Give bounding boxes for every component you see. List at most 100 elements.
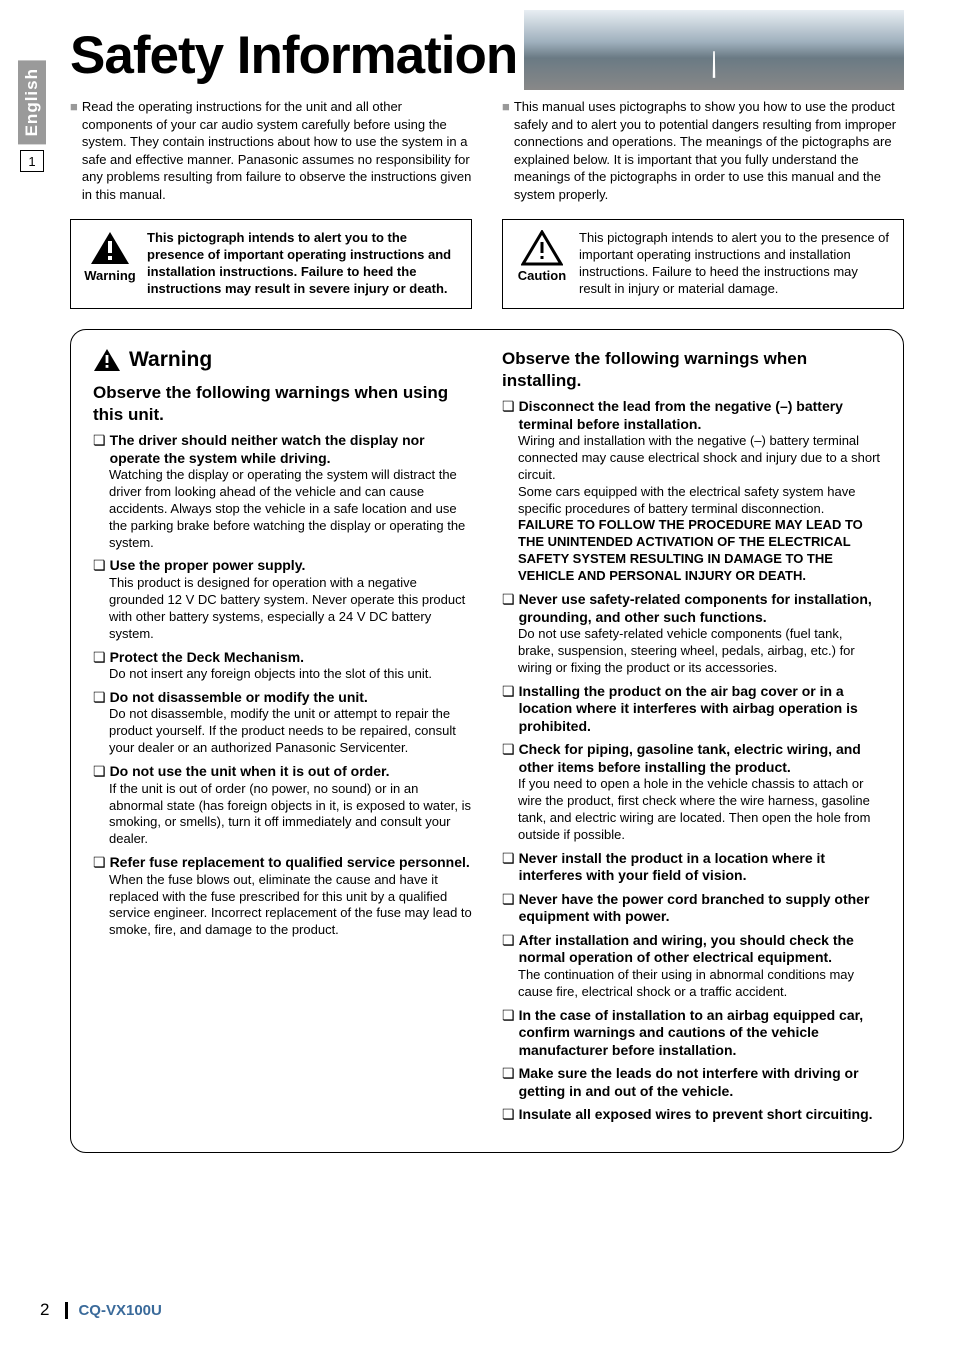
bullet-item: ❏Make sure the leads do not interfere wi… [502,1065,881,1100]
pictograph-warning-box: Warning This pictograph intends to alert… [70,219,472,309]
main-warning-box: Warning Observe the following warnings w… [70,329,904,1153]
bullet-title: The driver should neither watch the disp… [110,432,472,467]
intro-right-text: This manual uses pictographs to show you… [514,98,904,203]
bullet-item: ❏Never have the power cord branched to s… [502,891,881,926]
checkbox-bullet-icon: ❏ [502,591,515,608]
caution-icon-block: Caution [515,230,569,285]
warning-triangle-solid-icon [89,230,131,266]
square-bullet-icon: ■ [502,98,510,203]
bullet-item: ❏Insulate all exposed wires to prevent s… [502,1106,881,1124]
bullet-body: Do not disassemble, modify the unit or a… [109,706,472,757]
checkbox-bullet-icon: ❏ [502,1106,515,1123]
warning-icon-block: Warning [83,230,137,285]
bullet-title: Make sure the leads do not interfere wit… [519,1065,881,1100]
bullet-item: ❏Never install the product in a location… [502,850,881,885]
warning-header-icon [93,348,121,372]
bullet-body: When the fuse blows out, eliminate the c… [109,872,472,940]
main-col-right: Observe the following warnings when inst… [502,348,881,1124]
bullet-row: ❏Never install the product in a location… [502,850,881,885]
road-hero-image [524,10,904,90]
warning-picto-text: This pictograph intends to alert you to … [147,230,459,298]
bullet-item: ❏Use the proper power supply.This produc… [93,557,472,642]
bullet-title: In the case of installation to an airbag… [519,1007,881,1060]
bullet-title: Protect the Deck Mechanism. [110,649,305,667]
bullet-body: This product is designed for operation w… [109,575,472,643]
checkbox-bullet-icon: ❏ [93,854,106,871]
bullet-title: After installation and wiring, you shoul… [519,932,881,967]
bullet-item: ❏The driver should neither watch the dis… [93,432,472,551]
bullet-row: ❏Disconnect the lead from the negative (… [502,398,881,433]
bullet-row: ❏Use the proper power supply. [93,557,472,575]
bullet-title: Never install the product in a location … [519,850,881,885]
checkbox-bullet-icon: ❏ [502,1007,515,1024]
bullet-title: Refer fuse replacement to qualified serv… [110,854,470,872]
warning-label: Warning [84,268,136,285]
bullet-row: ❏Protect the Deck Mechanism. [93,649,472,667]
square-bullet-icon: ■ [70,98,78,203]
bullet-body-bold: FAILURE TO FOLLOW THE PROCEDURE MAY LEAD… [518,517,881,585]
bullet-item: ❏Do not disassemble or modify the unit.D… [93,689,472,757]
checkbox-bullet-icon: ❏ [93,649,106,666]
bullet-row: ❏After installation and wiring, you shou… [502,932,881,967]
bullet-title: Do not disassemble or modify the unit. [110,689,368,707]
bullet-title: Insulate all exposed wires to prevent sh… [519,1106,873,1124]
installing-heading: Observe the following warnings when inst… [502,348,881,392]
bullet-row: ❏Make sure the leads do not interfere wi… [502,1065,881,1100]
bullet-row: ❏Insulate all exposed wires to prevent s… [502,1106,881,1124]
bullet-item: ❏Refer fuse replacement to qualified ser… [93,854,472,939]
checkbox-bullet-icon: ❏ [93,763,106,780]
bullet-title: Check for piping, gasoline tank, electri… [519,741,881,776]
bullet-item: ❏In the case of installation to an airba… [502,1007,881,1060]
bullet-body: If the unit is out of order (no power, n… [109,781,472,849]
intro-left-text: Read the operating instructions for the … [82,98,472,203]
checkbox-bullet-icon: ❏ [502,741,515,758]
bullet-item: ❏Check for piping, gasoline tank, electr… [502,741,881,844]
title-row: Safety Information [70,20,904,90]
bullet-body: Do not use safety-related vehicle compon… [518,626,881,677]
bullet-body: Wiring and installation with the negativ… [518,433,881,517]
installing-list: ❏Disconnect the lead from the negative (… [502,398,881,1124]
caution-picto-text: This pictograph intends to alert you to … [579,230,891,298]
bullet-row: ❏Do not use the unit when it is out of o… [93,763,472,781]
bullet-body: The continuation of their using in abnor… [518,967,881,1001]
checkbox-bullet-icon: ❏ [502,398,515,415]
pictograph-caution-box: Caution This pictograph intends to alert… [502,219,904,309]
bullet-item: ❏Installing the product on the air bag c… [502,683,881,736]
bullet-item: ❏Never use safety-related components for… [502,591,881,677]
bullet-body: If you need to open a hole in the vehicl… [518,776,881,844]
checkbox-bullet-icon: ❏ [502,683,515,700]
bullet-title: Disconnect the lead from the negative (–… [519,398,881,433]
footer-page-number: 2 [40,1300,49,1320]
page-content: Safety Information ■ Read the operating … [0,0,954,1173]
bullet-title: Never have the power cord branched to su… [519,891,881,926]
page-title: Safety Information [70,25,517,86]
main-columns: Warning Observe the following warnings w… [93,348,881,1124]
bullet-row: ❏Refer fuse replacement to qualified ser… [93,854,472,872]
bullet-title: Do not use the unit when it is out of or… [110,763,390,781]
bullet-title: Installing the product on the air bag co… [519,683,881,736]
bullet-title: Never use safety-related components for … [519,591,881,626]
bullet-item: ❏After installation and wiring, you shou… [502,932,881,1001]
bullet-row: ❏In the case of installation to an airba… [502,1007,881,1060]
checkbox-bullet-icon: ❏ [93,432,106,449]
using-list: ❏The driver should neither watch the dis… [93,432,472,939]
checkbox-bullet-icon: ❏ [502,1065,515,1082]
intro-columns: ■ Read the operating instructions for th… [70,98,904,203]
bullet-body: Watching the display or operating the sy… [109,467,472,551]
checkbox-bullet-icon: ❏ [502,891,515,908]
checkbox-bullet-icon: ❏ [93,557,106,574]
bullet-row: ❏The driver should neither watch the dis… [93,432,472,467]
bullet-row: ❏Installing the product on the air bag c… [502,683,881,736]
bullet-body: Do not insert any foreign objects into t… [109,666,472,683]
bullet-row: ❏Do not disassemble or modify the unit. [93,689,472,707]
pictograph-boxes: Warning This pictograph intends to alert… [70,219,904,309]
using-heading: Observe the following warnings when usin… [93,382,472,426]
bullet-item: ❏Disconnect the lead from the negative (… [502,398,881,585]
bullet-row: ❏Check for piping, gasoline tank, electr… [502,741,881,776]
warning-header: Warning [93,348,472,372]
intro-right: ■ This manual uses pictographs to show y… [502,98,904,203]
warning-header-text: Warning [129,348,212,372]
bullet-item: ❏Do not use the unit when it is out of o… [93,763,472,848]
bullet-row: ❏Never have the power cord branched to s… [502,891,881,926]
caution-label: Caution [518,268,566,285]
